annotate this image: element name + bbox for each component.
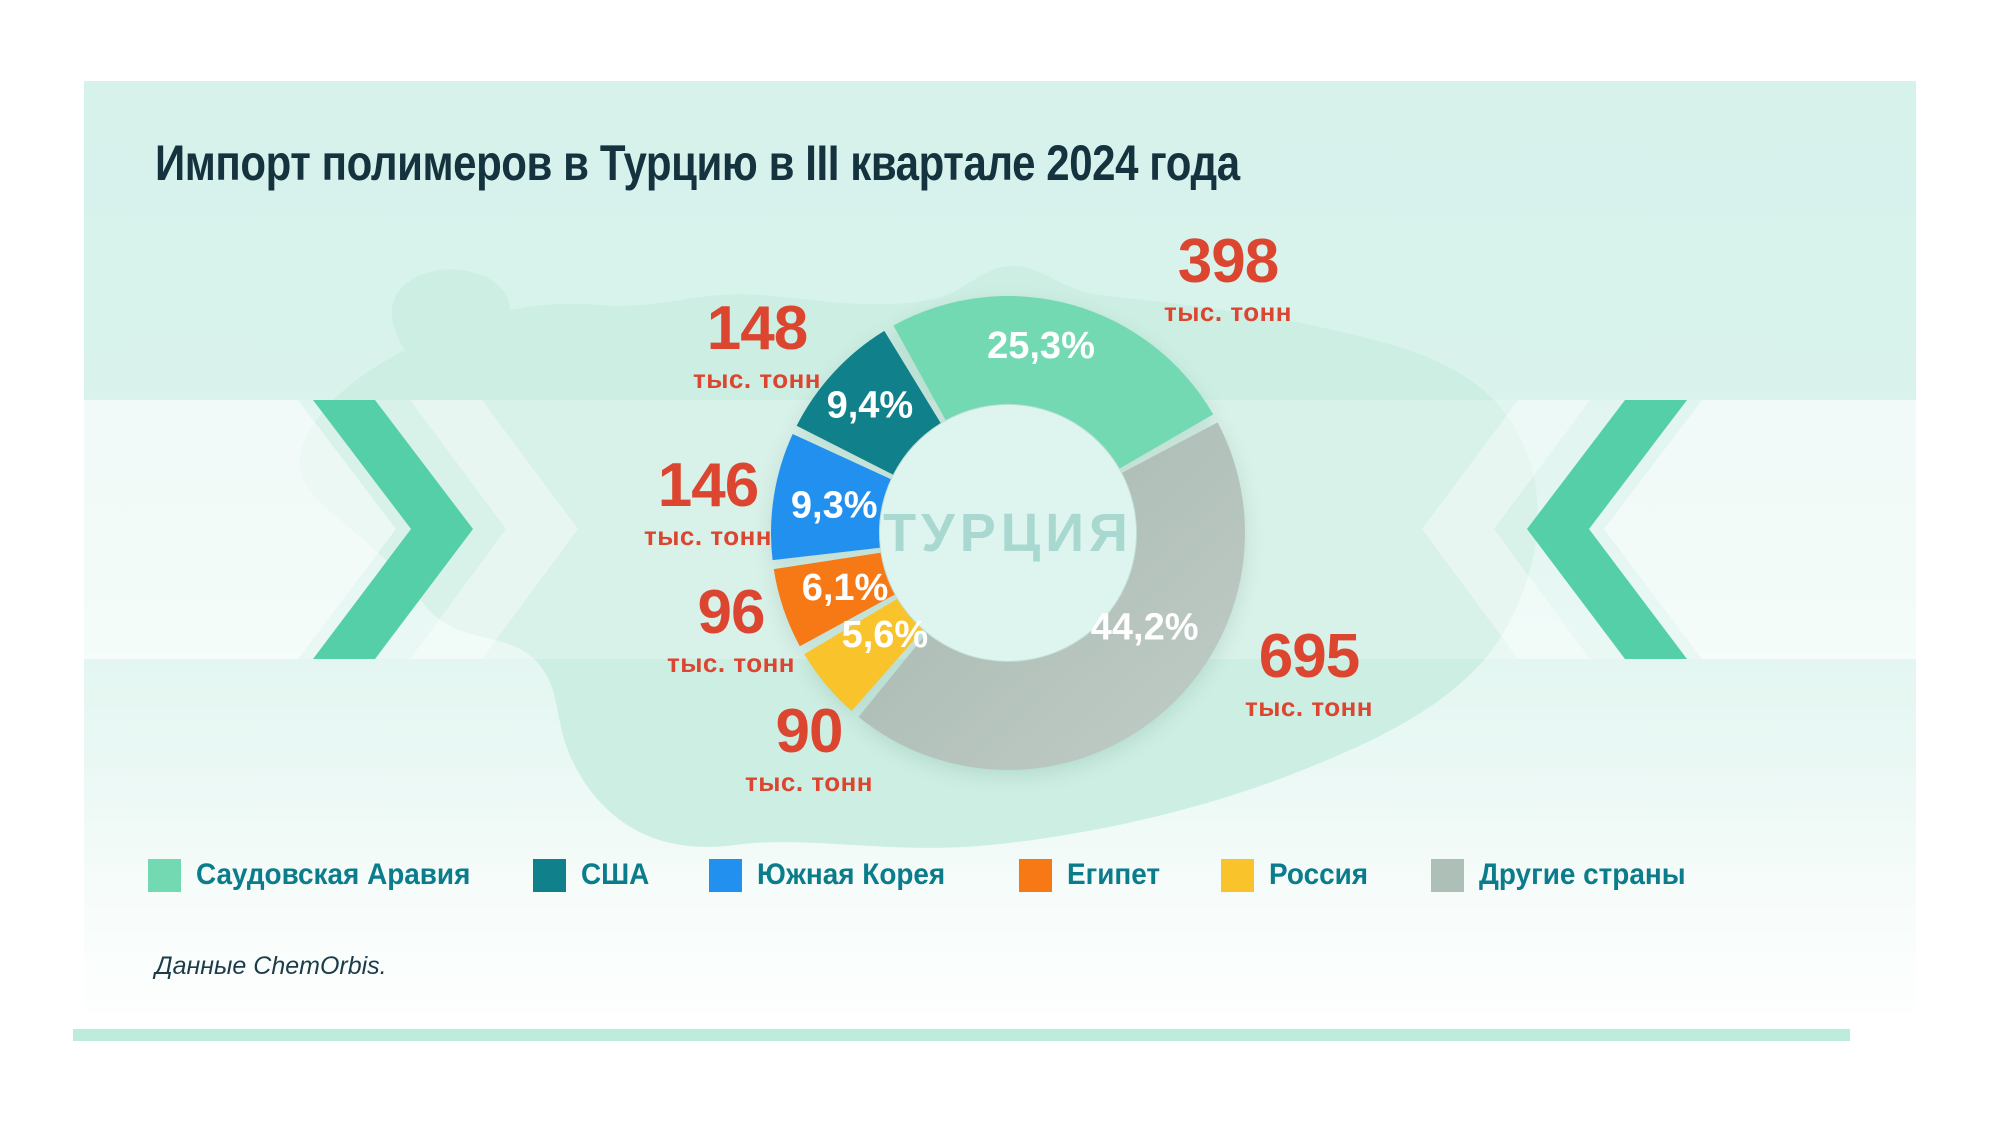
chevrons-left-icon [1422,400,1916,659]
value-number: 398 [1177,227,1279,297]
turkey-map-thrace-silhouette [391,269,510,365]
donut-slice-usa [796,330,941,475]
donut-slice-egypt [773,552,895,647]
value-number: 148 [706,294,808,364]
legend-swatch-usa [533,858,566,892]
legend-swatch-south-korea [709,858,742,892]
value-unit: тыс. тонн [744,766,874,797]
legend-item-egypt: Египет [1019,858,1167,892]
legend-swatch-russia [1221,858,1254,892]
percent-label-egypt: 6,1% [802,567,889,609]
legend-item-usa: США [533,858,654,892]
page-title: Импорт полимеров в Турцию в III квартале… [155,135,1240,191]
legend-item-saudi-arabia: Саудовская Аравия [148,858,491,892]
value-label-russia: 90 тыс. тонн [744,697,874,798]
percent-label-russia: 5,6% [842,614,929,656]
legend-label: США [581,858,650,891]
value-label-other-countries: 695 тыс. тонн [1244,622,1374,723]
percent-label-usa: 9,4% [827,384,914,426]
value-label-egypt: 96 тыс. тонн [666,578,796,679]
legend-swatch-other-countries [1431,858,1464,892]
donut-slice-saudi-arabia [893,296,1214,469]
legend-swatch-saudi-arabia [148,858,181,892]
legend-item-russia: Россия [1221,858,1376,892]
donut-slice-other-countries [858,422,1245,770]
donut-slice-south-korea [771,433,891,561]
legend-label: Саудовская Аравия [196,858,471,891]
value-number: 146 [657,451,759,521]
value-label-south-korea: 146 тыс. тонн [643,451,773,552]
donut-center [880,405,1136,661]
donut-slice-russia [804,598,923,712]
legend-label: Россия [1269,858,1369,891]
percent-label-saudi-arabia: 25,3% [987,325,1095,367]
value-unit: тыс. тонн [643,520,773,551]
legend-item-other-countries: Другие страны [1431,858,1701,892]
value-unit: тыс. тонн [1244,691,1374,722]
value-number: 695 [1258,622,1360,692]
percent-label-other-countries: 44,2% [1091,606,1199,648]
value-unit: тыс. тонн [666,647,796,678]
value-unit: тыс. тонн [1163,296,1293,327]
legend-label: Южная Корея [757,858,946,891]
legend-label: Другие страны [1479,858,1686,891]
legend-swatch-egypt [1019,858,1052,892]
value-number: 96 [697,578,766,648]
donut-center-label: ТУРЦИЯ [883,503,1133,563]
value-number: 90 [775,697,844,767]
value-label-usa: 148 тыс. тонн [692,294,822,395]
legend-label: Египет [1067,858,1161,891]
source-note: Данные ChemOrbis. [155,952,387,980]
percent-label-south-korea: 9,3% [791,484,878,526]
legend-item-south-korea: Южная Корея [709,858,959,892]
value-unit: тыс. тонн [692,363,822,394]
chevrons-right-icon [84,400,578,659]
value-label-saudi-arabia: 398 тыс. тонн [1163,227,1293,328]
bottom-accent-bar [73,1029,1850,1041]
